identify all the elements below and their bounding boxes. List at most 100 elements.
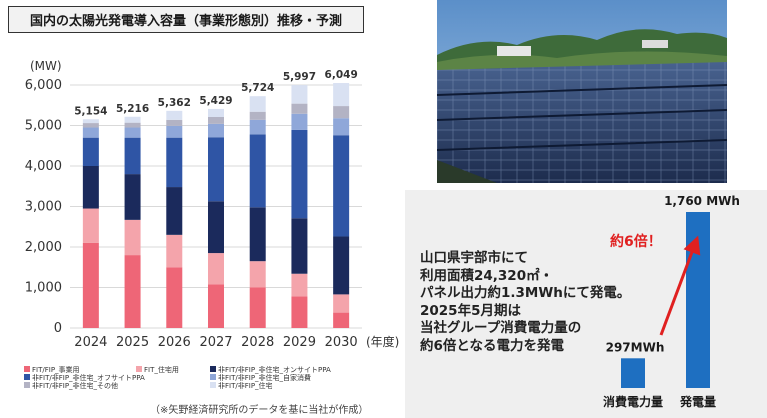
- bar-segment: [249, 119, 266, 135]
- legend-swatch: [24, 382, 30, 388]
- x-tick-label: 2029: [283, 335, 316, 350]
- legend-swatch: [210, 374, 216, 380]
- legend-swatch: [24, 374, 30, 380]
- stacked-bar-chart: (MW) 0 1,000 2,000 3,000 4,000 5,000 6,000 5,154…: [24, 59, 399, 390]
- legend-label: FIT_住宅用: [144, 365, 179, 374]
- chart-title: 国内の太陽光発電導入容量（事業形態別）推移・予測: [8, 6, 364, 33]
- x-tick-label: 2027: [199, 335, 232, 350]
- total-label: 5,429: [199, 95, 232, 107]
- comparison-bar: [621, 358, 645, 388]
- bar-segment: [208, 123, 224, 138]
- y-tick-label: 4,000: [25, 159, 62, 174]
- bar-segment: [82, 242, 99, 328]
- x-tick-label: 2026: [158, 335, 191, 350]
- bar-segment: [249, 287, 266, 328]
- total-label: 5,362: [158, 97, 191, 109]
- total-label: 5,154: [74, 105, 107, 117]
- bar-segment: [291, 85, 308, 104]
- panel-line: 2025年5月期は: [420, 302, 521, 319]
- x-axis-unit: (年度): [366, 334, 399, 349]
- y-tick-label: 6,000: [25, 78, 62, 93]
- info-panel: 山口県宇部市にて 利用面積24,320㎡・ パネル出力約1.3MWhにて発電。 …: [405, 190, 767, 418]
- legend-swatch: [136, 366, 142, 372]
- source-note: （※矢野経済研究所のデータを基に当社が作成）: [150, 405, 369, 416]
- y-axis-unit: (MW): [30, 59, 62, 73]
- bar-segment: [333, 118, 350, 136]
- bar-segment: [208, 116, 224, 124]
- bar-segment: [82, 127, 99, 138]
- bar-segment: [124, 122, 141, 128]
- panel-line: 約6倍となる電力を発電: [420, 337, 564, 354]
- x-tick-label: 2024: [74, 335, 107, 350]
- bar-segment: [124, 116, 141, 123]
- bar-segment: [82, 137, 99, 166]
- bar-segment: [333, 106, 350, 119]
- total-label: 5,216: [116, 103, 149, 115]
- bar-segment: [124, 137, 141, 175]
- legend-swatch: [210, 382, 216, 388]
- bar-segment: [124, 219, 141, 256]
- bar-segment: [166, 110, 183, 120]
- y-tick-label: 2,000: [25, 240, 62, 255]
- bar-segment: [333, 312, 350, 328]
- bar-segment: [82, 123, 99, 128]
- bar-segment: [249, 134, 266, 208]
- bar-segment: [208, 108, 224, 117]
- bar-segment: [333, 294, 350, 313]
- bar-segment: [249, 207, 266, 262]
- bar-segment: [291, 129, 308, 219]
- bar-segment: [166, 125, 183, 138]
- legend-label: 非FIT/非FIP_非住宅_その他: [32, 381, 118, 390]
- bar-segment: [124, 127, 141, 138]
- bar-segment: [124, 174, 141, 220]
- solar-farm-photo: [437, 0, 727, 183]
- panel-description: 山口県宇部市にて 利用面積24,320㎡・ パネル出力約1.3MWhにて発電。 …: [420, 250, 650, 355]
- panel-line: 当社グループ消費電力量の: [420, 320, 582, 336]
- bar-segment: [249, 96, 266, 112]
- y-tick-label: 5,000: [25, 119, 62, 134]
- legend-swatch: [24, 366, 30, 372]
- total-label: 5,997: [283, 71, 316, 83]
- bar-segment: [82, 166, 99, 209]
- comparison-bar-chart: 297MWh 消費電力量 1,760 MWh 発電量 約6倍！: [603, 194, 740, 409]
- x-tick-label: 2025: [116, 335, 149, 350]
- legend-swatch: [210, 366, 216, 372]
- total-label: 6,049: [325, 69, 358, 81]
- bar-segment: [208, 137, 224, 202]
- category-label: 発電量: [679, 394, 716, 409]
- x-tick-label: 2030: [325, 335, 358, 350]
- y-tick-label: 1,000: [25, 281, 62, 296]
- bar-segment: [208, 201, 224, 254]
- panel-line: パネル出力約1.3MWhにて発電。: [420, 285, 631, 301]
- bar-segment: [166, 267, 183, 328]
- bar-segment: [249, 111, 266, 120]
- comparison-bar: [686, 212, 710, 388]
- bar-segment: [166, 137, 183, 188]
- total-label: 5,724: [241, 82, 274, 94]
- bar-segment: [333, 83, 350, 107]
- bar-segment: [291, 218, 308, 274]
- bar-segment: [291, 273, 308, 297]
- arrow-icon: [659, 235, 701, 336]
- bar-segment: [291, 113, 308, 130]
- legend-label: 非FIT/非FIP_住宅: [218, 381, 273, 390]
- bar-segment: [291, 296, 308, 328]
- value-label: 1,760 MWh: [664, 194, 740, 208]
- panel-line: 利用面積24,320㎡・: [420, 267, 554, 284]
- panel-line: 山口県宇部市にて: [420, 250, 528, 266]
- y-tick-label: 3,000: [25, 200, 62, 215]
- bar-segment: [208, 284, 224, 328]
- bar-segment: [333, 236, 350, 295]
- legend-label: FIT/FIP_事業用: [32, 365, 80, 374]
- value-label: 297MWh: [606, 340, 665, 354]
- legend-label: 非FIT/非FIP_非住宅_自家消費: [218, 373, 311, 382]
- x-tick-label: 2028: [241, 335, 274, 350]
- legend-label: 非FIT/非FIP_非住宅_オフサイトPPA: [32, 373, 145, 382]
- bar-segment: [291, 103, 308, 114]
- bar-segment: [124, 255, 141, 328]
- bar-segment: [166, 234, 183, 268]
- bar-segment: [208, 253, 224, 285]
- legend-label: 非FIT/非FIP_非住宅_オンサイトPPA: [218, 365, 331, 374]
- bar-segment: [249, 261, 266, 288]
- y-tick-label: 0: [54, 321, 62, 336]
